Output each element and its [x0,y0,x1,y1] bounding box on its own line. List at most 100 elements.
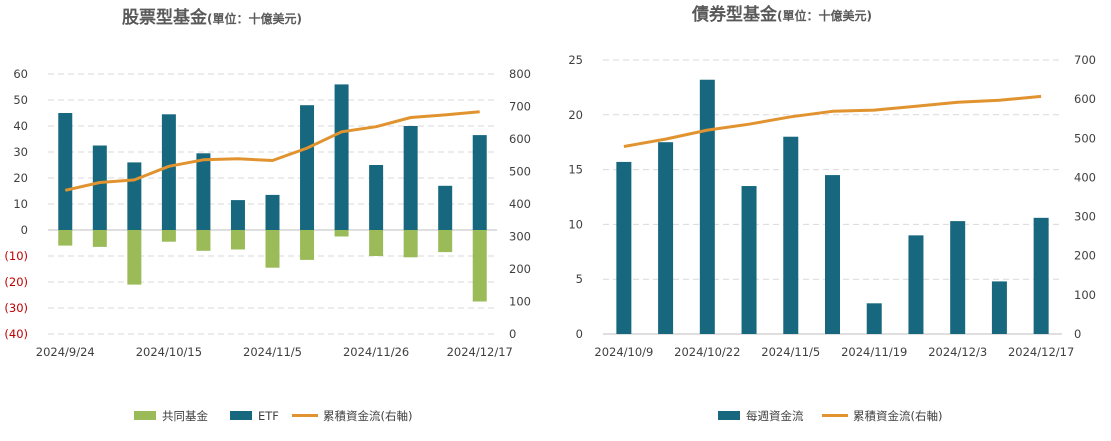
svg-text:債券型基金(單位：十億美元): 債券型基金(單位：十億美元) [691,4,872,25]
y-right-tick-label: 300 [1074,210,1096,224]
chart-subtitle: (單位：十億美元) [777,8,872,23]
bar [950,221,966,334]
chart-title: 股票型基金 [122,7,208,28]
y-right-tick-label: 0 [509,327,516,341]
bar [369,230,384,256]
y-left-tick-label: 0 [21,223,28,237]
y-left-tick-label: 15 [568,163,583,177]
bar [127,230,142,285]
bar [438,230,453,253]
y-left-tick-label: 10 [568,217,583,231]
bar [161,114,176,230]
bar [92,230,107,247]
y-right-tick-label: 100 [509,295,531,309]
svg-text:股票型基金(單位：十億美元): 股票型基金(單位：十億美元) [122,7,302,28]
legend-swatch [718,411,740,420]
y-left-tick-label: 40 [13,119,28,133]
chart-subtitle: (單位：十億美元) [207,11,302,26]
bar [127,162,142,230]
y-right-tick-label: 500 [509,165,531,179]
bar [438,185,453,230]
bar [1033,217,1049,334]
cumulative-flow-line [623,94,1042,148]
legend-label: 累積資金流(右軸) [853,409,942,423]
y-right-tick-label: 200 [1074,249,1096,263]
bar [472,135,487,230]
bar [161,230,176,242]
y-left-tick-label: (30) [4,301,28,315]
legend-label: 累積資金流(右軸) [323,409,412,423]
bar [908,235,924,334]
y-right-tick-label: 400 [509,197,531,211]
bar [58,230,73,246]
y-left-tick-label: 10 [13,197,28,211]
y-left-tick-label: (10) [4,249,28,263]
y-right-tick-label: 600 [1074,92,1096,106]
bond-fund-chart: 債券型基金(單位：十億美元) 0 5 10 15 20 25 0 100 200 300 400 5… [568,4,1096,423]
y-right-tick-label: 200 [509,262,531,276]
bar [825,175,840,334]
x-tick-label: 2024/11/5 [243,345,302,359]
x-tick-label: 2024/12/17 [447,345,513,359]
bar [658,142,674,334]
y-right-tick-label: 100 [1074,288,1096,302]
legend: 共同基金 ETF 累積資金流(右軸) [134,409,412,423]
x-tick-label: 2024/12/3 [928,345,987,359]
y-right-tick-label: 300 [509,230,531,244]
bar [196,153,211,230]
y-right-tick-label: 600 [509,132,531,146]
y-left-tick-label: 20 [13,171,28,185]
bar [991,281,1007,334]
y-right-tick-label: 0 [1074,327,1081,341]
bar [403,126,418,230]
y-left-tick-label: 20 [568,108,583,122]
bar [741,186,757,334]
bar [403,230,418,258]
legend: 每週資金流 累積資金流(右軸) [718,409,942,423]
bar [230,230,245,250]
bar [334,84,349,231]
x-tick-label: 2024/9/24 [36,345,95,359]
x-tick-label: 2024/11/26 [343,345,409,359]
bar [196,230,211,251]
x-tick-label: 2024/10/22 [674,345,740,359]
legend-label: ETF [258,409,279,423]
x-tick-label: 2024/12/17 [1008,345,1074,359]
x-tick-label: 2024/11/5 [761,345,820,359]
x-tick-label: 2024/10/15 [136,345,202,359]
y-right-tick-label: 800 [509,67,531,81]
bar [300,105,315,230]
bar [866,303,882,334]
y-left-tick-label: 60 [13,67,28,81]
bar [699,79,715,334]
legend-label: 每週資金流 [746,409,804,423]
y-right-tick-label: 400 [1074,170,1096,184]
y-left-tick-label: (40) [4,327,28,341]
bar [265,194,280,230]
bar [334,230,349,237]
legend-swatch [134,411,156,420]
bar [230,200,245,230]
bar [783,136,799,334]
legend-label: 共同基金 [162,409,208,423]
y-right-tick-label: 700 [1074,53,1096,67]
x-tick-label: 2024/10/9 [594,345,653,359]
chart-title: 債券型基金 [691,4,778,25]
legend-swatch [230,411,252,420]
bar [92,145,107,230]
bar [616,161,632,334]
bar [369,165,384,230]
y-left-tick-label: 25 [568,53,583,67]
bar [58,113,73,230]
bar [265,230,280,268]
y-left-tick-label: 50 [13,93,28,107]
y-right-tick-label: 700 [509,100,531,114]
cumulative-flow-line [64,110,480,192]
y-right-tick-label: 500 [1074,131,1096,145]
bar [300,230,315,260]
equity-fund-chart: 股票型基金(單位：十億美元) (40) (30) (20) (10) 0 10 20 30 40… [4,7,531,423]
x-tick-label: 2024/11/19 [841,345,907,359]
y-left-tick-label: 0 [576,327,583,341]
bar [472,230,487,302]
